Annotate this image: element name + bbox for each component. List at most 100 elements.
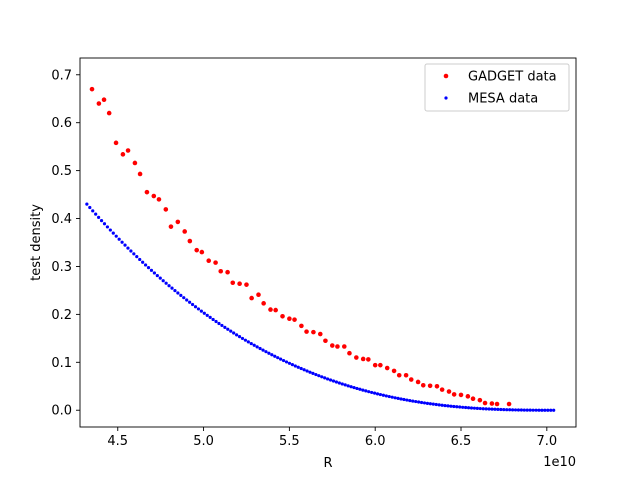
legend-label: GADGET data [468,70,557,85]
mesa-data-point [337,381,341,385]
gadget-data-point [304,329,309,334]
mesa-data-point [88,205,92,210]
mesa-data-point [428,402,432,406]
gadget-data-point [335,344,340,349]
mesa-data-point [273,354,277,358]
gadget-data-point [360,356,366,362]
mesa-data-point [361,388,365,392]
mesa-data-point [513,408,518,412]
mesa-data-point [375,392,380,396]
mesa-data-point [143,263,148,267]
mesa-data-point [408,398,412,403]
gadget-data-point [378,362,383,368]
gadget-data-point [132,160,138,166]
mesa-data-point [182,296,186,300]
gadget-data-point [218,268,224,274]
gadget-data-point [230,280,236,286]
mesa-data-point [243,338,248,342]
mesa-data-point [305,369,309,373]
x-tick-label: 5.5 [279,434,300,449]
mesa-data-point [237,335,242,339]
y-tick-label: 0.5 [51,164,72,179]
mesa-data-point [540,408,544,412]
mesa-data-point [111,231,115,235]
mesa-data-point [531,408,535,412]
mesa-data-point [308,370,312,374]
gadget-data-point [396,372,402,378]
mesa-data-point [510,408,515,412]
mesa-data-point [372,391,377,395]
mesa-data-point [196,307,201,311]
mesa-data-point [478,406,482,411]
mesa-data-point [167,284,171,288]
mesa-data-point [199,309,203,313]
gadget-data-point [249,295,254,301]
mesa-data-point [126,246,130,250]
mesa-data-point [211,317,215,322]
gadget-data-point [292,317,297,322]
gadget-data-point [113,140,119,146]
gadget-data-point [439,387,445,392]
gadget-data-point [151,193,157,199]
mesa-data-point [343,383,347,387]
gadget-data-point [268,307,273,312]
mesa-data-point [176,291,180,295]
mesa-data-point [314,372,318,377]
mesa-data-point [358,387,362,391]
gadget-data-point [434,383,440,389]
gadget-data-point [482,400,488,406]
gadget-data-point [494,401,500,407]
gadget-data-point [506,401,512,407]
mesa-data-point [346,384,350,388]
mesa-data-point [349,385,353,389]
mesa-data-point [396,396,400,400]
mesa-data-point [440,403,444,407]
mesa-data-point [226,327,230,331]
mesa-data-point [235,333,239,337]
mesa-data-point [208,315,212,320]
data-marks [85,86,556,412]
mesa-data-point [425,401,430,405]
gadget-data-point [451,392,457,397]
gadget-data-point [144,189,150,195]
mesa-data-point [158,276,162,280]
mesa-data-point [455,405,459,409]
mesa-data-point [188,300,192,304]
gadget-data-point [187,238,193,244]
mesa-data-point [340,382,344,386]
mesa-data-point [223,325,227,329]
gadget-data-point [120,152,126,157]
mesa-data-point [508,408,512,412]
mesa-data-point [458,405,462,409]
mesa-data-point [334,380,339,384]
gadget-data-point [354,355,359,360]
mesa-data-point [434,402,438,407]
mesa-data-point [499,407,503,412]
gadget-data-point [420,383,426,388]
mesa-data-point [255,345,259,349]
mesa-data-point [279,357,283,361]
mesa-data-point [99,218,104,223]
gadget-data-point [347,350,352,356]
mesa-data-point [120,240,124,244]
mesa-data-point [443,403,447,408]
mesa-data-point [381,393,386,397]
gadget-data-point [89,86,95,92]
mesa-data-point [481,407,485,411]
y-tick-label: 0.7 [51,68,72,83]
mesa-data-point [290,363,294,367]
mesa-data-point [91,209,95,213]
mesa-data-point [516,408,521,412]
gadget-data-point [256,292,261,298]
gadget-data-point [415,379,421,385]
mesa-data-point [355,386,359,391]
mesa-data-point [502,408,506,412]
gadget-data-point [408,377,414,382]
x-tick-label: 4.5 [107,434,128,449]
mesa-data-point [264,350,268,354]
gadget-data-point [261,301,266,306]
legend-marker [443,73,449,79]
mesa-data-point [549,408,553,412]
